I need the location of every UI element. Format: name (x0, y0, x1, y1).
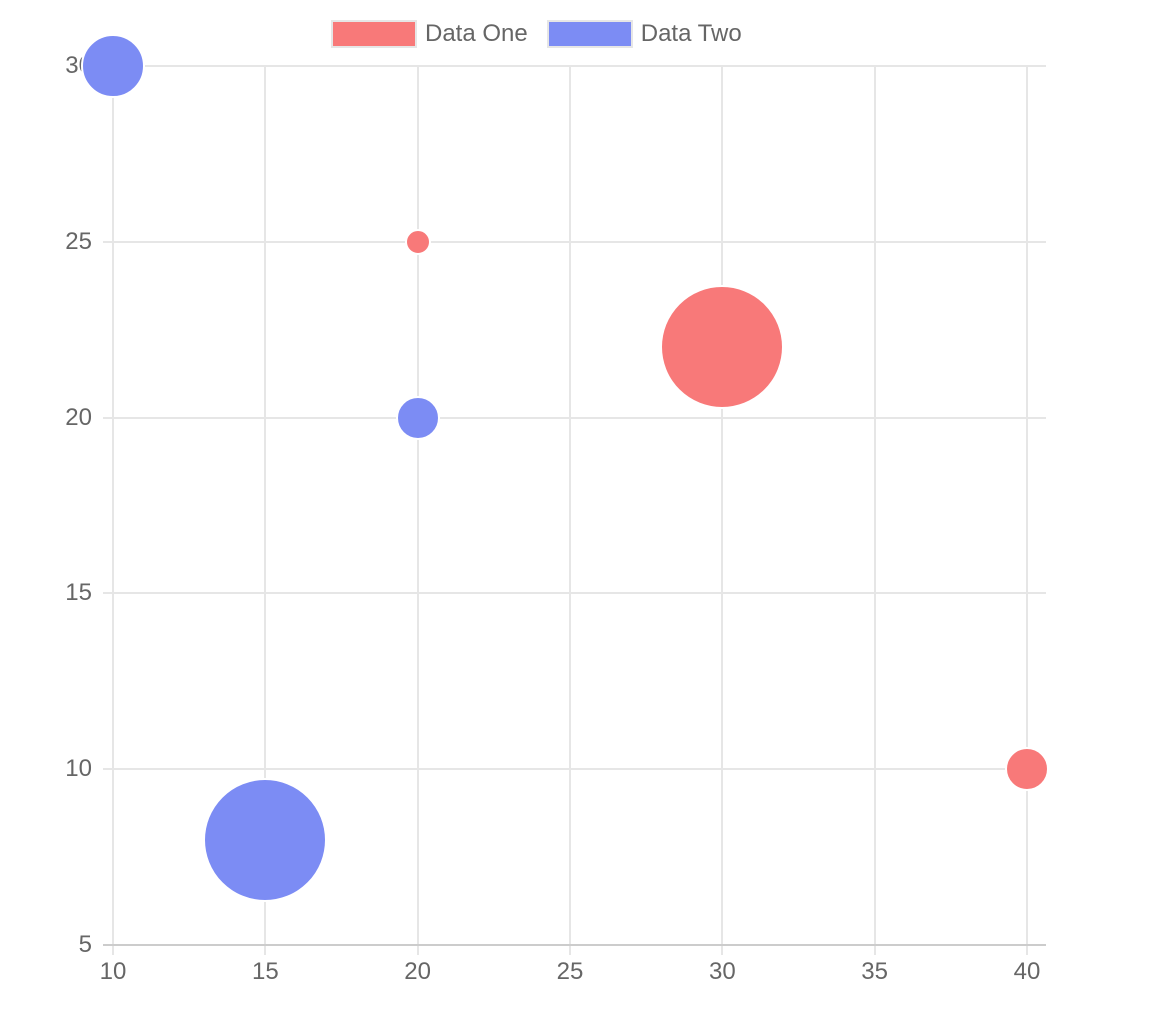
chart-legend: Data One Data Two (331, 20, 742, 48)
y-tick-label-20: 20 (65, 403, 92, 431)
gridline-x-10 (112, 66, 114, 955)
bubble-data-one-2[interactable] (1005, 747, 1049, 792)
gridline-x-25 (569, 66, 571, 955)
gridline-x-20 (416, 66, 419, 955)
bubble-data-one-0[interactable] (404, 228, 431, 255)
bubble-data-one-1[interactable] (660, 285, 785, 410)
gridline-x-15 (264, 66, 267, 955)
gridline-y-15 (103, 592, 1046, 595)
y-tick-label-15: 15 (65, 579, 92, 607)
legend-item-data-two[interactable]: Data Two (546, 20, 742, 48)
legend-swatch-data-one (331, 20, 417, 48)
legend-item-data-one[interactable]: Data One (331, 20, 528, 48)
y-tick-label-25: 25 (65, 227, 92, 255)
bubble-data-two-2[interactable] (203, 777, 328, 902)
gridline-y-20 (103, 416, 1046, 419)
legend-swatch-data-two (546, 20, 633, 48)
x-tick-label-40: 40 (1013, 958, 1041, 985)
x-axis-line (103, 944, 1046, 946)
gridline-x-35 (873, 66, 876, 955)
x-tick-label-25: 25 (556, 958, 584, 985)
x-tick-label-30: 30 (708, 958, 736, 985)
x-tick-label-10: 10 (99, 958, 127, 985)
x-tick-label-20: 20 (404, 958, 432, 985)
gridline-x-30 (721, 66, 724, 955)
legend-label-data-two: Data Two (640, 20, 742, 47)
x-tick-label-15: 15 (251, 958, 279, 985)
y-tick-label-10: 10 (65, 755, 92, 783)
bubble-data-two-1[interactable] (395, 395, 440, 440)
x-tick-label-35: 35 (861, 958, 889, 985)
bubble-data-two-0[interactable] (81, 34, 145, 98)
gridline-y-25 (103, 240, 1046, 243)
gridline-y-30 (103, 65, 1046, 67)
legend-label-data-one: Data One (425, 20, 528, 47)
gridline-x-40 (1026, 66, 1028, 955)
gridline-y-10 (103, 768, 1046, 771)
y-tick-label-5: 5 (78, 931, 92, 958)
